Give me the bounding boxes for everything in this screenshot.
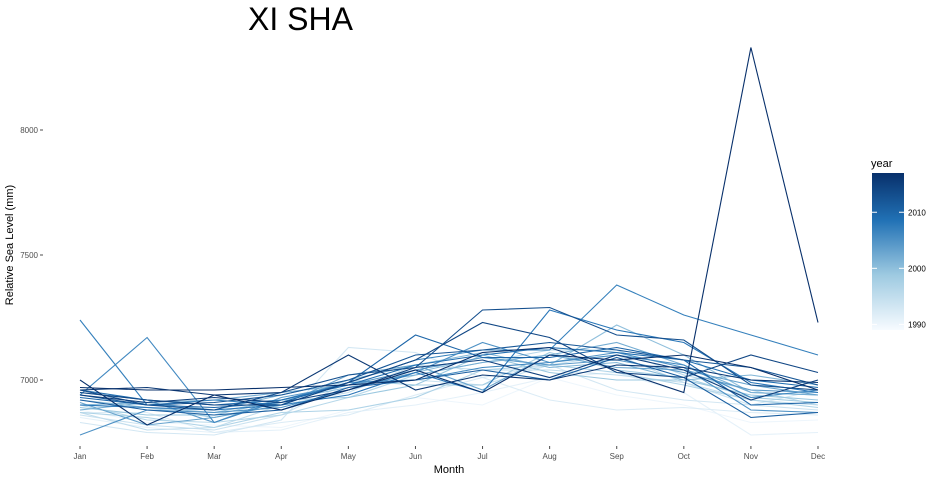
series-line-2016 [79, 354, 819, 396]
legend-tick-label: 2010 [908, 208, 926, 217]
x-axis-title: Month [434, 464, 465, 476]
series-line-2015 [79, 354, 819, 404]
x-tick-label: Jun [409, 452, 422, 461]
legend-ticks: 1990 2000 2010 [872, 208, 926, 329]
series-line-1998 [79, 351, 819, 419]
x-tick-label: Jan [74, 452, 87, 461]
x-tick-label: Nov [744, 452, 758, 461]
series-line-2010 [79, 334, 819, 409]
legend: year 1990 2000 2010 [871, 158, 926, 330]
x-tick-label: Feb [140, 452, 154, 461]
y-tick-label: 7500 [20, 251, 38, 260]
legend-title: year [871, 158, 893, 170]
y-axis: 7000 7500 8000 [20, 126, 43, 385]
series-line-1997 [79, 364, 819, 429]
series-line-1995 [79, 364, 819, 431]
x-tick-label: Aug [543, 452, 557, 461]
y-tick-label: 8000 [20, 126, 38, 135]
x-tick-label: Sep [610, 452, 625, 461]
series-line-2007 [79, 284, 819, 406]
chart-title: XI SHA [248, 1, 354, 37]
series-line-2017 [79, 354, 819, 426]
x-axis: Jan Feb Mar Apr May Jun Jul Aug Sep Oct Nov Dec [74, 446, 825, 461]
x-tick-label: Oct [678, 452, 691, 461]
x-tick-label: Jul [477, 452, 487, 461]
x-tick-label: May [341, 452, 356, 461]
y-axis-title: Relative Sea Level (mm) [4, 185, 16, 305]
legend-tick-label: 2000 [908, 264, 926, 273]
x-tick-label: Apr [275, 452, 288, 461]
series-line-1999 [79, 354, 819, 416]
series-line-1991 [79, 371, 819, 436]
series-line-2014 [79, 321, 819, 406]
legend-tick-label: 1990 [908, 320, 926, 329]
series-line-2011 [79, 356, 819, 419]
series-line-2006 [79, 336, 819, 424]
y-tick-label: 7000 [20, 376, 38, 385]
x-tick-label: Dec [811, 452, 825, 461]
series-line-2013 [79, 306, 819, 411]
series-lines [79, 47, 819, 436]
series-line-2018 [79, 47, 819, 394]
legend-colorbar [872, 173, 904, 330]
x-tick-label: Mar [207, 452, 221, 461]
series-line-2012 [79, 341, 819, 406]
